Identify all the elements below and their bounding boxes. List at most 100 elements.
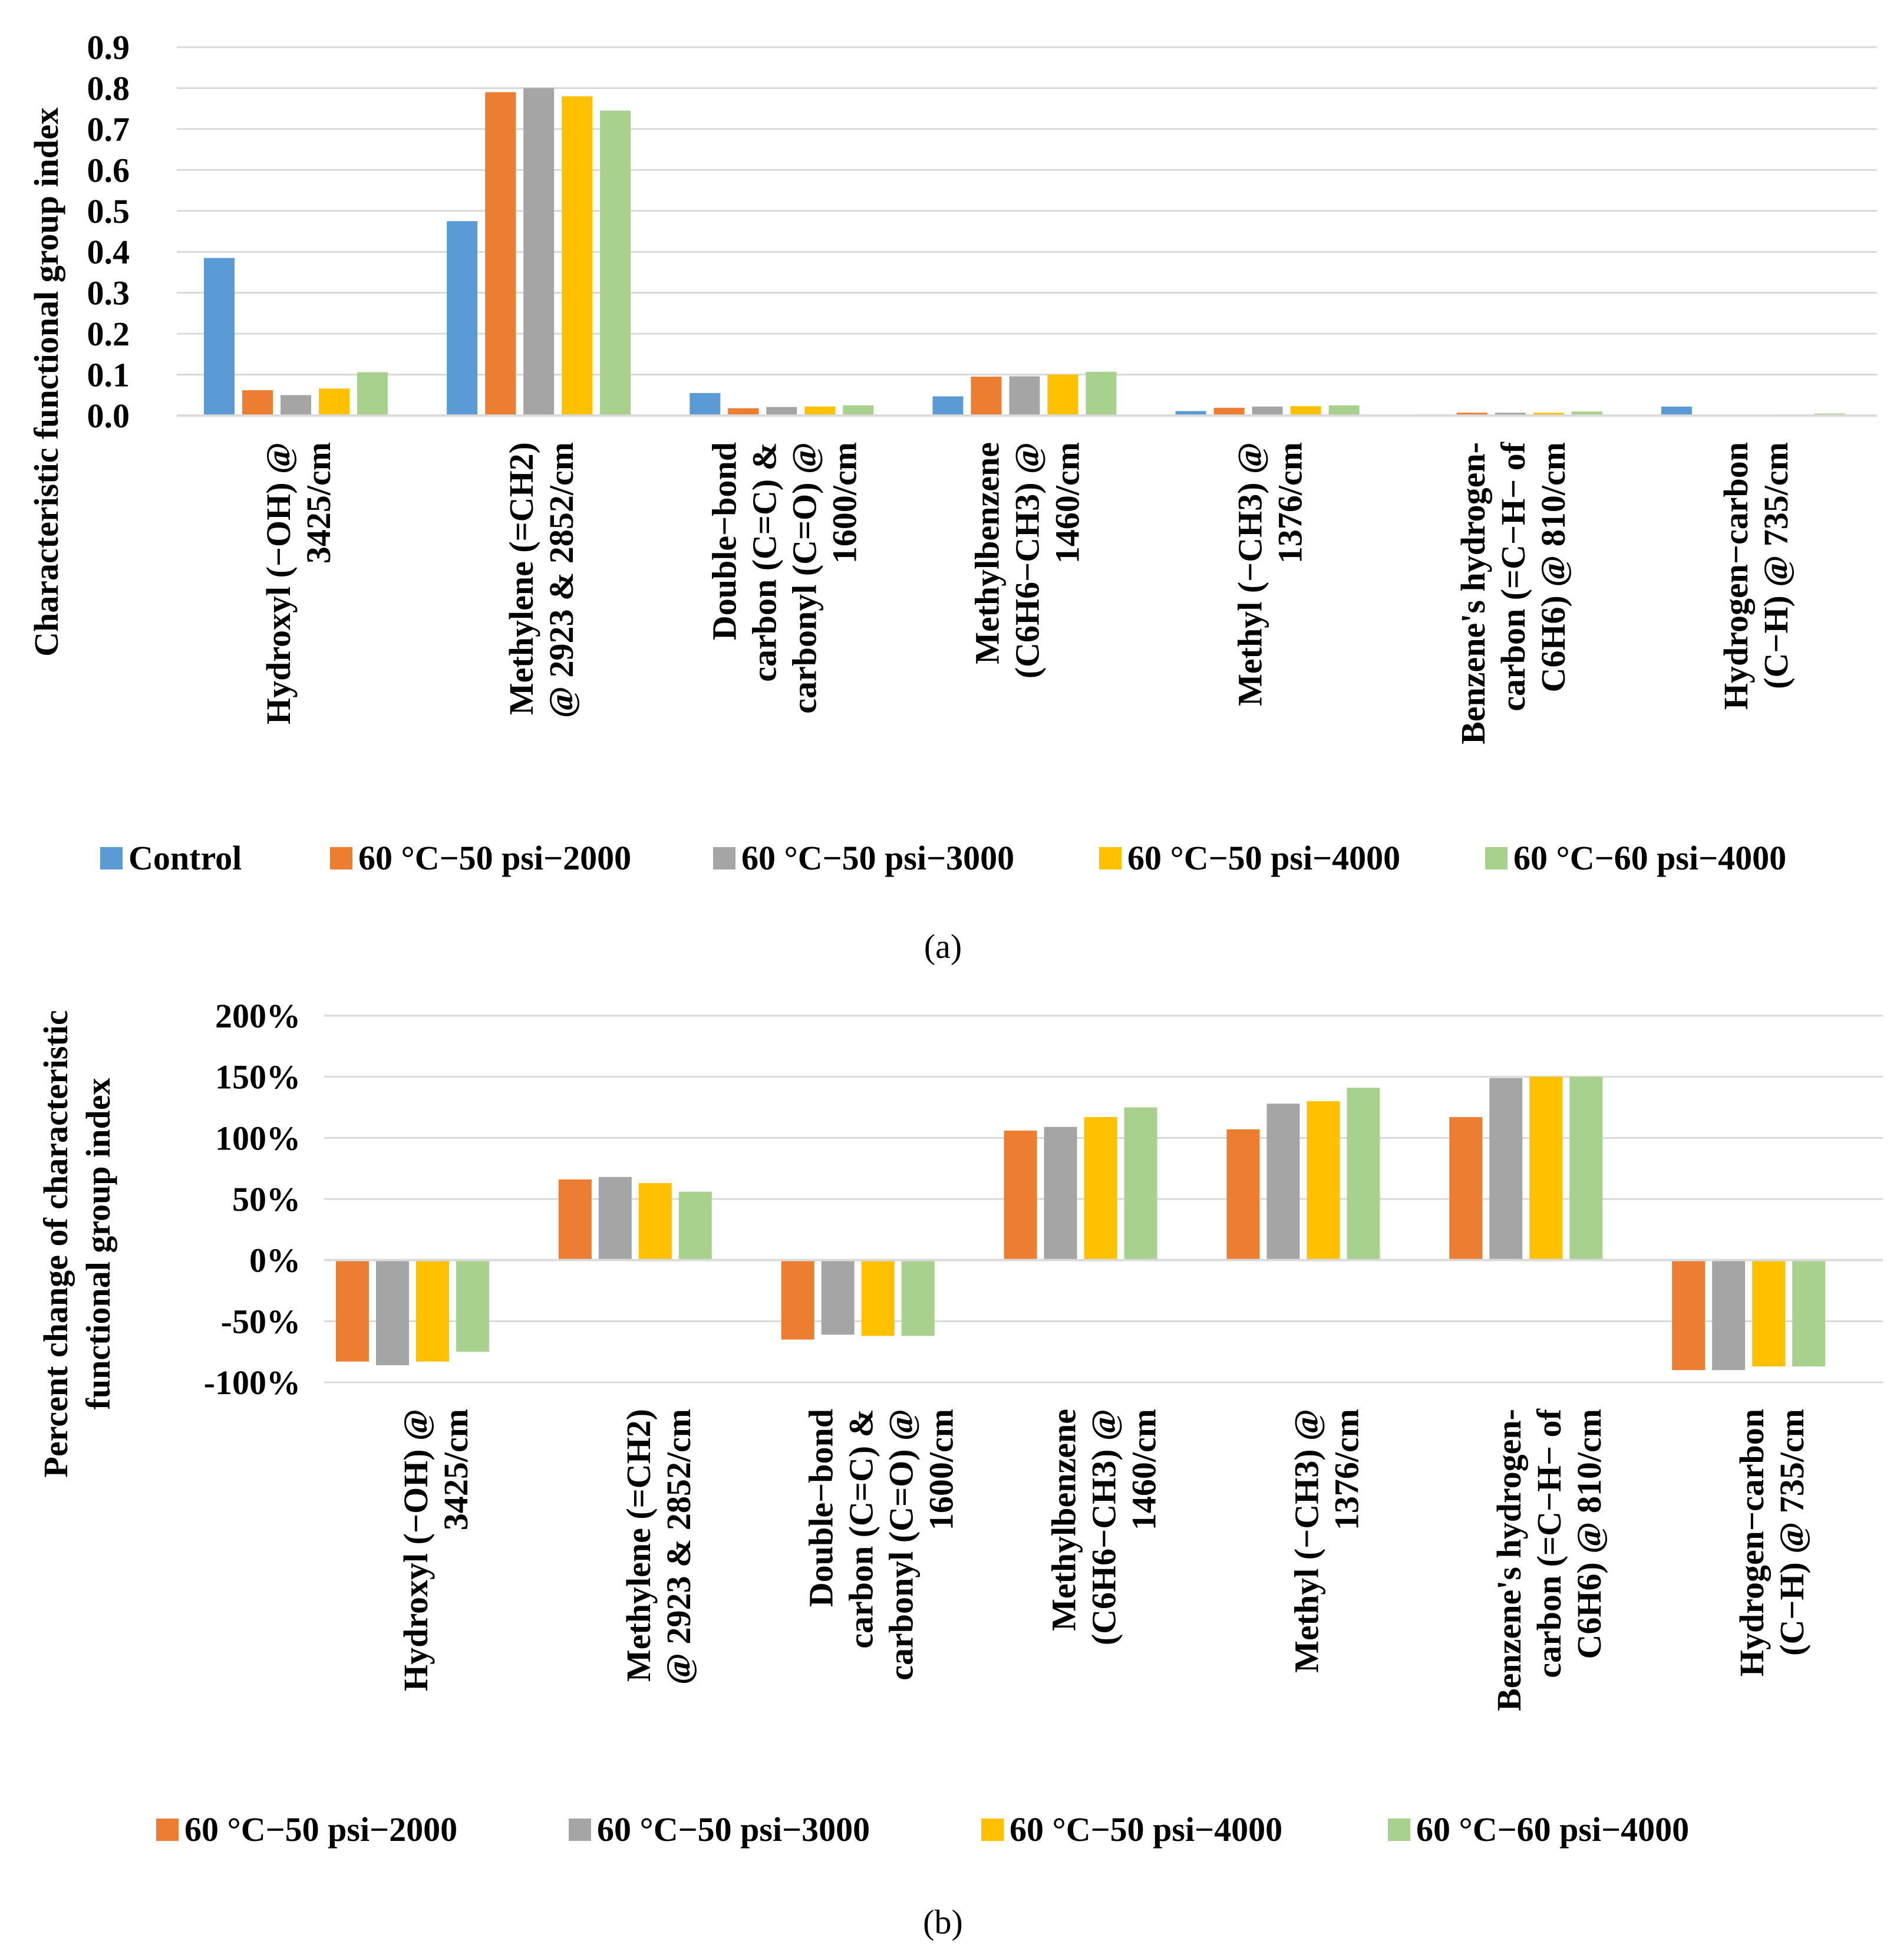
x-category-label: Methyl (−CH3) @1376/cm [1287,1409,1365,1673]
x-category-label-line: Methylene (=CH2) [619,1409,658,1682]
legend-item: 60 °C−50 psi−2000 [156,1810,457,1849]
bar-control-cat5 [1175,411,1206,416]
x-category-label-line: 1376/cm [1327,1409,1365,1530]
x-category-label-line: C6H6) @ 810/cm [1534,442,1572,692]
bar-60-c-50-psi-4000-cat1 [319,388,349,416]
y-tick-label: 0.1 [87,356,130,394]
legend-swatch [156,1819,179,1841]
y-tick-label: 100% [215,1119,301,1157]
bar-60-c-50-psi-3000-cat1 [376,1260,409,1365]
bar-60-c-50-psi-2000-cat4 [971,377,1002,416]
x-category-label-line: Hydroxyl (−OH) @ [259,442,298,724]
x-category-label-line: 1600/cm [922,1409,961,1530]
legend-swatch [1099,847,1121,869]
x-category-label-line: Benzene's hydrogen- [1454,442,1492,745]
bar-60-c-60-psi-4000-cat1 [357,372,388,416]
x-category-label-line: carbonyl (C=O) @ [882,1409,921,1681]
x-category-label: Hydrogen−carbon(C−H) @ 735/cm [1717,442,1795,710]
bar-60-c-60-psi-4000-cat1 [456,1260,489,1352]
legend-item: 60 °C−50 psi−4000 [981,1810,1282,1849]
y-tick-label: 200% [215,997,301,1035]
y-axis-title-line: Percent change of characteristic [37,1010,75,1478]
x-category-label-line: carbon (C=C) & [842,1409,880,1649]
bar-60-c-60-psi-4000-cat5 [1328,405,1360,416]
x-category-label: Benzene's hydrogen-carbon (=C−H− ofC6H6)… [1490,1408,1608,1711]
legend-label: 60 °C−50 psi−3000 [741,839,1014,877]
bar-60-c-60-psi-4000-cat4 [1124,1107,1157,1260]
bar-60-c-50-psi-3000-cat4 [1009,376,1040,416]
legend-label: 60 °C−60 psi−4000 [1416,1810,1689,1849]
bar-60-c-50-psi-4000-cat3 [861,1260,895,1336]
legend-item: 60 °C−60 psi−4000 [1388,1810,1689,1849]
legend-label: 60 °C−50 psi−3000 [597,1810,870,1849]
bar-60-c-50-psi-4000-cat4 [1084,1117,1117,1260]
bar-60-c-50-psi-2000-cat1 [242,390,273,416]
y-tick-label: 50% [232,1180,301,1218]
legend-item: 60 °C−50 psi−4000 [1099,839,1400,877]
x-category-label-line: 1460/cm [1048,442,1087,564]
x-category-label: Double−bondcarbon (C=C) &carbonyl (C=O) … [802,1409,961,1681]
x-category-label: Methylene (=CH2)@ 2923 & 2852/cm [619,1409,698,1685]
legend-label: 60 °C−50 psi−2000 [358,839,631,877]
bar-60-c-50-psi-3000-cat5 [1266,1103,1300,1260]
bar-60-c-50-psi-2000-cat2 [558,1179,592,1260]
bar-60-c-50-psi-4000-cat1 [416,1260,449,1362]
bar-control-cat1 [204,258,235,416]
x-category-label-line: (C−H) @ 735/cm [1757,442,1795,689]
bar-60-c-60-psi-4000-cat3 [901,1260,935,1336]
x-category-label-line: Double−bond [705,442,743,640]
bar-control-cat3 [690,393,721,416]
x-category-label: Hydroxyl (−OH) @3425/cm [397,1409,475,1691]
bar-60-c-50-psi-3000-cat6 [1495,413,1526,416]
x-category-label: Benzene's hydrogen-carbon (=C−H− ofC6H6)… [1454,442,1572,745]
bar-60-c-50-psi-4000-cat6 [1529,1076,1563,1260]
x-category-label-line: 1460/cm [1125,1409,1163,1530]
bar-60-c-50-psi-4000-cat5 [1290,406,1321,416]
bar-60-c-50-psi-4000-cat2 [562,96,593,416]
legend-swatch [330,847,352,869]
legend-item: 60 °C−50 psi−3000 [713,839,1014,877]
y-tick-label: 0.4 [87,233,130,271]
x-category-label-line: Double−bond [802,1409,840,1607]
y-tick-label: 0.2 [87,315,130,353]
x-category-label-line: 3425/cm [437,1409,475,1530]
bar-60-c-50-psi-3000-cat3 [766,407,797,416]
bar-60-c-50-psi-3000-cat7 [1712,1260,1746,1371]
legend-swatch [1485,847,1508,869]
bar-60-c-50-psi-3000-cat1 [281,395,311,416]
bar-60-c-50-psi-3000-cat2 [598,1177,632,1260]
y-axis-title-line: Characteristic functional group index [27,107,65,657]
bar-60-c-50-psi-4000-cat5 [1307,1101,1340,1260]
x-category-label-line: Methylene (=CH2) [502,442,540,715]
legend-label: 60 °C−50 psi−4000 [1127,839,1400,877]
bar-control-cat7 [1661,406,1692,416]
bar-60-c-60-psi-4000-cat2 [678,1191,712,1260]
x-category-label-line: @ 2923 & 2852/cm [659,1409,698,1685]
x-category-label: Methylene (=CH2)@ 2923 & 2852/cm [502,442,580,718]
x-category-label: Methyl (−CH3) @1376/cm [1231,442,1309,706]
bar-60-c-50-psi-2000-cat3 [781,1260,814,1340]
bar-60-c-60-psi-4000-cat6 [1569,1076,1603,1260]
y-tick-label: 0.5 [87,192,130,230]
bar-60-c-50-psi-2000-cat5 [1226,1129,1260,1260]
x-category-label-line: carbonyl (C=O) @ [785,442,823,714]
y-tick-label: 0.7 [87,110,130,149]
bar-60-c-50-psi-3000-cat5 [1252,406,1283,416]
x-category-label-line: (C6H6−CH3) @ [1008,442,1047,678]
legend-swatch [981,1819,1004,1841]
bar-60-c-50-psi-2000-cat3 [728,408,759,416]
x-category-label-line: carbon (=C−H− of [1494,442,1532,711]
y-axis-title: Characteristic functional group index [27,107,65,657]
x-category-label-line: Methyl (−CH3) @ [1231,442,1269,706]
bar-60-c-50-psi-3000-cat4 [1044,1126,1077,1260]
x-category-label-line: (C−H) @ 735/cm [1773,1409,1811,1656]
y-tick-label: -50% [221,1302,301,1340]
y-tick-label: 0.9 [87,28,130,67]
y-tick-label: 0.0 [87,397,130,435]
x-category-label-line: Hydroxyl (−OH) @ [397,1409,435,1691]
legend-label: 60 °C−60 psi−4000 [1513,839,1786,877]
bar-60-c-50-psi-2000-cat2 [485,92,516,416]
x-category-label: Double−bondcarbon (C=C) &carbonyl (C=O) … [705,442,863,714]
bar-60-c-60-psi-4000-cat3 [843,405,874,416]
